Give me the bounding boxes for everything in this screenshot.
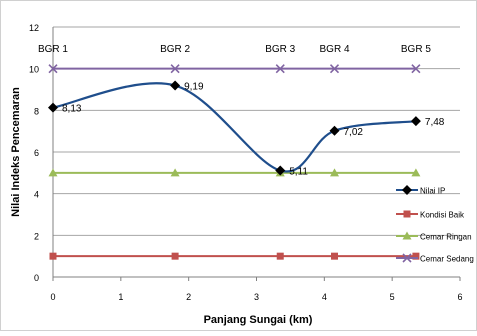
x-tick-label: 4 (322, 292, 327, 302)
data-point (275, 64, 285, 74)
y-tick-label: 8 (34, 106, 39, 116)
data-point (412, 252, 420, 260)
x-tick-label: 2 (186, 292, 191, 302)
station-label: BGR 3 (265, 44, 295, 55)
legend-label: Kondisi Baik (420, 211, 465, 220)
data-label: 8,13 (62, 104, 82, 115)
y-tick-label: 2 (34, 231, 39, 241)
data-point (275, 165, 286, 176)
data-point (170, 80, 181, 91)
data-point (331, 252, 339, 260)
y-tick-label: 4 (34, 190, 39, 200)
data-point (170, 64, 180, 74)
station-label: BGR 2 (160, 44, 190, 55)
legend-label: Cemar Ringan (420, 233, 472, 242)
data-point (402, 185, 412, 195)
data-point (49, 252, 57, 260)
x-tick-label: 5 (390, 292, 395, 302)
data-point (330, 168, 340, 177)
x-tick-label: 1 (118, 292, 123, 302)
legend-label: Nilai IP (420, 187, 445, 196)
x-tick-label: 3 (254, 292, 259, 302)
series-line-nilai-ip (52, 82, 417, 173)
station-label: BGR 4 (320, 44, 350, 55)
data-point (411, 168, 421, 177)
data-label: 7,48 (425, 117, 445, 128)
data-point (329, 125, 340, 136)
x-tick-label: 0 (50, 292, 55, 302)
y-axis-title: Nilai Indeks Pencemaran (10, 87, 22, 217)
y-tick-label: 12 (29, 23, 39, 33)
data-point (48, 168, 58, 177)
data-label: 7,02 (344, 127, 364, 138)
data-point (411, 64, 421, 74)
legend-item-cemar-ringan: Cemar Ringan (396, 231, 472, 242)
data-label: 9,19 (184, 82, 204, 93)
data-point (171, 252, 179, 260)
legend-item-nilai-ip: Nilai IP (396, 185, 445, 196)
x-tick-label: 6 (457, 292, 462, 302)
legend-item-kondisi-baik: Kondisi Baik (396, 210, 465, 220)
data-point (410, 116, 421, 127)
legend-item-cemar-sedang: Cemar Sedang (396, 253, 474, 264)
data-point (276, 252, 284, 260)
data-point (48, 64, 58, 74)
data-point (48, 102, 58, 113)
data-point (403, 210, 411, 218)
y-tick-label: 0 (34, 273, 39, 283)
data-point (402, 231, 412, 240)
y-tick-label: 6 (34, 148, 39, 158)
x-axis-title: Panjang Sungai (km) (204, 314, 313, 326)
legend-label: Cemar Sedang (420, 255, 474, 264)
data-point (170, 168, 180, 177)
data-point (402, 253, 412, 263)
y-tick-label: 10 (29, 65, 39, 75)
data-label: 5,11 (289, 167, 308, 178)
data-point (329, 64, 340, 74)
station-label: BGR 5 (401, 44, 431, 55)
station-label: BGR 1 (38, 44, 68, 55)
